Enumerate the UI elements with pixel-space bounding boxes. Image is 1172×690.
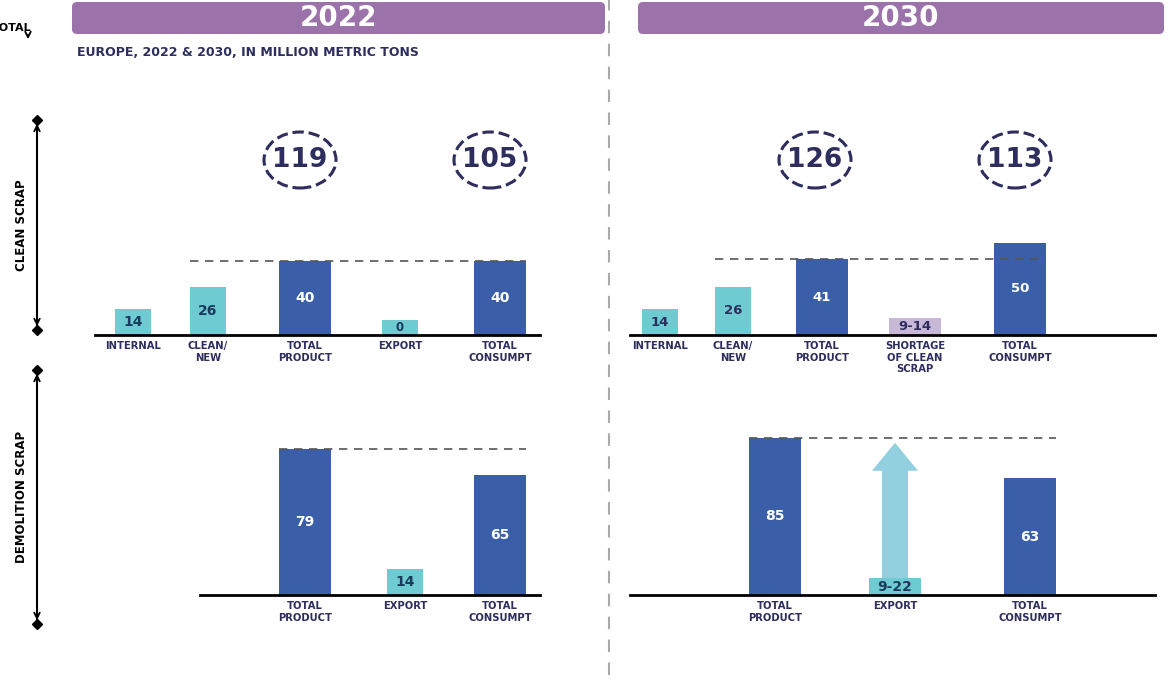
Text: 85: 85: [765, 509, 785, 524]
Text: 14: 14: [123, 315, 143, 329]
Text: 14: 14: [650, 315, 669, 328]
Text: CLEAN SCRAP: CLEAN SCRAP: [15, 179, 28, 270]
Bar: [279, 261, 331, 335]
Text: EXPORT: EXPORT: [383, 601, 427, 611]
Text: CLEAN/
NEW: CLEAN/ NEW: [713, 341, 754, 363]
Text: EXPORT: EXPORT: [873, 601, 918, 611]
Bar: [279, 449, 331, 595]
Bar: [749, 437, 800, 595]
Text: SHORTAGE
OF CLEAN
SCRAP: SHORTAGE OF CLEAN SCRAP: [885, 341, 945, 374]
Bar: [796, 259, 849, 335]
Text: 9-14: 9-14: [899, 320, 932, 333]
Bar: [387, 569, 423, 595]
Text: 2022: 2022: [300, 4, 377, 32]
Text: 26: 26: [724, 304, 742, 317]
Text: EXPORT: EXPORT: [377, 341, 422, 351]
FancyArrow shape: [872, 443, 918, 587]
Bar: [190, 287, 226, 335]
Text: 0: 0: [396, 321, 404, 334]
Text: TOTAL: TOTAL: [0, 23, 32, 33]
Text: 40: 40: [295, 291, 315, 305]
Text: DEMOLITION SCRAP: DEMOLITION SCRAP: [15, 431, 28, 563]
Text: TOTAL
CONSUMPT: TOTAL CONSUMPT: [468, 601, 532, 622]
Text: 14: 14: [395, 575, 415, 589]
Text: TOTAL
CONSUMPT: TOTAL CONSUMPT: [988, 341, 1051, 363]
Text: EUROPE, 2022 & 2030, IN MILLION METRIC TONS: EUROPE, 2022 & 2030, IN MILLION METRIC T…: [77, 46, 418, 59]
FancyBboxPatch shape: [638, 2, 1164, 34]
Text: 2030: 2030: [863, 4, 940, 32]
Text: 40: 40: [490, 291, 510, 305]
Text: 79: 79: [295, 515, 314, 529]
Text: 63: 63: [1021, 530, 1040, 544]
Text: 50: 50: [1010, 282, 1029, 295]
Text: 65: 65: [490, 528, 510, 542]
Text: TOTAL
PRODUCT: TOTAL PRODUCT: [748, 601, 802, 622]
Bar: [473, 261, 526, 335]
Text: 119: 119: [272, 147, 328, 173]
Text: TOTAL
CONSUMPT: TOTAL CONSUMPT: [468, 341, 532, 363]
Text: 105: 105: [463, 147, 518, 173]
Bar: [1004, 478, 1056, 595]
Bar: [115, 309, 151, 335]
Text: TOTAL
PRODUCT: TOTAL PRODUCT: [278, 341, 332, 363]
Bar: [994, 242, 1045, 335]
Text: TOTAL
PRODUCT: TOTAL PRODUCT: [795, 341, 849, 363]
Bar: [473, 475, 526, 595]
Text: 113: 113: [987, 147, 1043, 173]
FancyBboxPatch shape: [71, 2, 605, 34]
Bar: [890, 318, 941, 335]
Text: INTERNAL: INTERNAL: [105, 341, 161, 351]
Text: TOTAL
CONSUMPT: TOTAL CONSUMPT: [999, 601, 1062, 622]
Bar: [382, 320, 418, 335]
Text: TOTAL
PRODUCT: TOTAL PRODUCT: [278, 601, 332, 622]
Text: 26: 26: [198, 304, 218, 318]
Text: INTERNAL: INTERNAL: [632, 341, 688, 351]
Text: 41: 41: [813, 290, 831, 304]
Text: 126: 126: [788, 147, 843, 173]
Bar: [868, 578, 921, 595]
Bar: [642, 309, 677, 335]
Text: CLEAN/
NEW: CLEAN/ NEW: [188, 341, 229, 363]
Bar: [715, 287, 751, 335]
Text: 9-22: 9-22: [878, 580, 913, 593]
